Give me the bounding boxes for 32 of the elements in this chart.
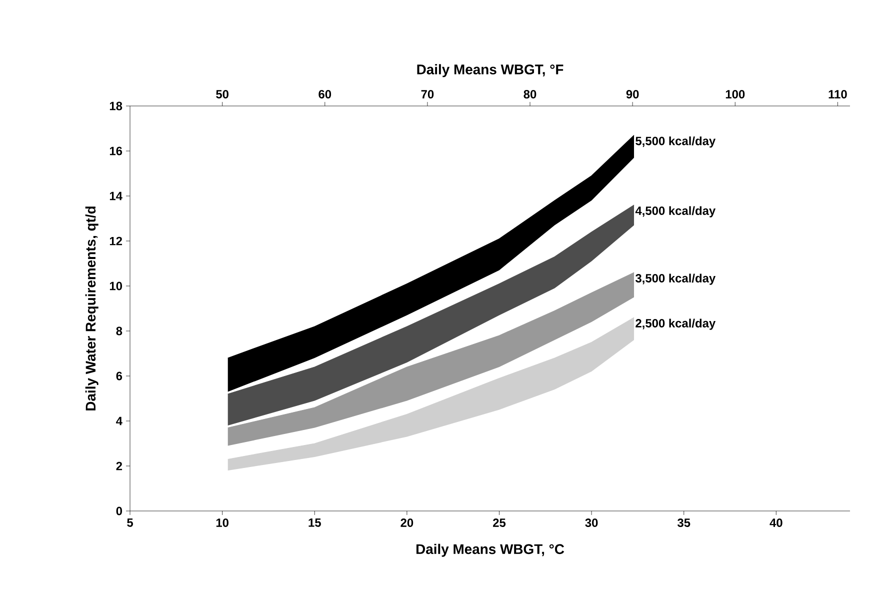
x-tick-label: 10 — [216, 518, 228, 527]
x2-tick-label: 110 — [828, 90, 847, 98]
x-tick-label: 20 — [400, 518, 414, 527]
x2-axis-title: Daily Means WBGT, °F — [417, 64, 564, 78]
x2-tick-label: 100 — [726, 90, 745, 98]
x-axis-title: Daily Means WBGT, °C — [416, 544, 564, 557]
x-tick-label: 35 — [677, 518, 690, 527]
x-tick-label: 40 — [770, 518, 782, 527]
y-tick-label: 8 — [116, 326, 122, 336]
x-tick-label: 5 — [127, 518, 133, 527]
x2-tick-label: 90 — [626, 90, 639, 98]
x-tick-label: 25 — [493, 518, 506, 527]
y-tick-label: 12 — [110, 236, 122, 246]
y-tick-label: 14 — [110, 192, 122, 200]
series-label: 3,500 kcal/day — [635, 274, 716, 285]
y-axis-title: Daily Water Requirements, qt/d — [85, 206, 98, 410]
x2-tick-label: 50 — [216, 90, 228, 98]
y-tick-label: 0 — [116, 506, 122, 516]
y-tick-label: 4 — [116, 416, 122, 426]
y-tick-label: 10 — [110, 282, 122, 290]
x2-tick-label: 60 — [318, 90, 332, 98]
x2-tick-label: 80 — [524, 90, 536, 98]
series-label: 5,500 kcal/day — [636, 136, 716, 148]
y-tick-label: 16 — [110, 146, 122, 156]
x2-tick-label: 70 — [421, 90, 434, 98]
series-label: 4,500 kcal/day — [635, 206, 716, 218]
y-tick-label: 6 — [116, 372, 122, 380]
x-tick-label: 15 — [308, 518, 321, 527]
x-tick-label: 30 — [585, 518, 598, 527]
series-label: 2,500 kcal/day — [636, 318, 716, 330]
y-tick-label: 2 — [116, 462, 122, 470]
y-tick-label: 18 — [110, 102, 122, 110]
